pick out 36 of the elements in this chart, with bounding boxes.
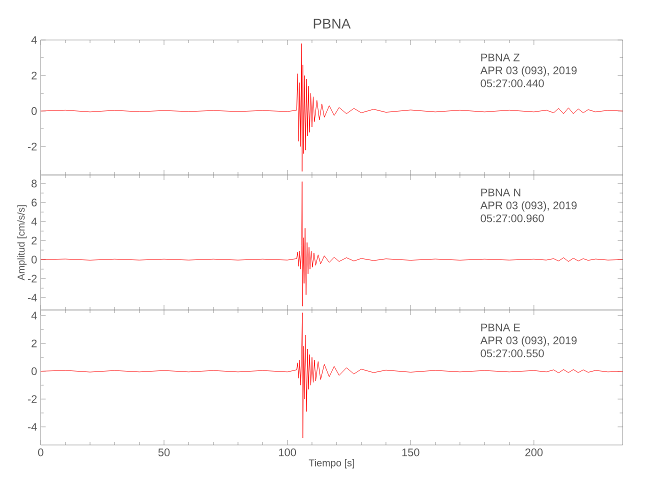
line-series bbox=[40, 181, 623, 306]
y-tick-label: -4 bbox=[28, 423, 37, 431]
x-tick-label: 200 bbox=[525, 448, 543, 456]
line-series bbox=[40, 312, 623, 438]
y-axis-title: Amplitud [cm/s/s] bbox=[17, 205, 27, 280]
x-tick-label: 50 bbox=[158, 448, 170, 456]
y-tick-label: 4 bbox=[31, 36, 37, 44]
x-tick-label: 150 bbox=[402, 448, 420, 456]
y-tick-label: 6 bbox=[32, 198, 37, 206]
x-axis-title: Tiempo [s] bbox=[308, 459, 354, 468]
y-tick-label: 0 bbox=[32, 367, 37, 376]
y-tick-label: 2 bbox=[32, 236, 37, 244]
y-tick-label: 2 bbox=[32, 72, 37, 80]
x-tick-label: 100 bbox=[279, 448, 296, 456]
line-series bbox=[40, 43, 623, 172]
y-tick-label: -2 bbox=[28, 395, 37, 403]
annotation: PBNA E bbox=[481, 324, 520, 332]
annotation: 05:27:00.550 bbox=[480, 349, 544, 358]
y-tick-label: 0 bbox=[32, 256, 37, 264]
annotation: APR 03 (093), 2019 bbox=[480, 201, 577, 212]
x-tick-label: 0 bbox=[38, 448, 44, 456]
y-tick-label: 4 bbox=[31, 218, 37, 226]
y-tick-label: -2 bbox=[28, 142, 37, 150]
annotation: PBNA N bbox=[481, 188, 520, 196]
annotation: APR 03 (093), 2019 bbox=[480, 66, 577, 76]
y-tick-label: 4 bbox=[31, 312, 37, 320]
y-tick-label: -2 bbox=[28, 274, 37, 282]
annotation: 05:27:00.960 bbox=[480, 214, 544, 222]
annotation: PBNA Z bbox=[481, 54, 520, 62]
y-tick-label: 8 bbox=[32, 180, 37, 188]
y-tick-label: 2 bbox=[32, 340, 37, 348]
chart-title: PBNA bbox=[314, 18, 351, 28]
annotation: APR 03 (093), 2019 bbox=[480, 336, 577, 346]
y-tick-label: 0 bbox=[32, 107, 37, 115]
y-tick-label: -4 bbox=[28, 294, 37, 302]
annotation: 05:27:00.440 bbox=[480, 79, 544, 88]
